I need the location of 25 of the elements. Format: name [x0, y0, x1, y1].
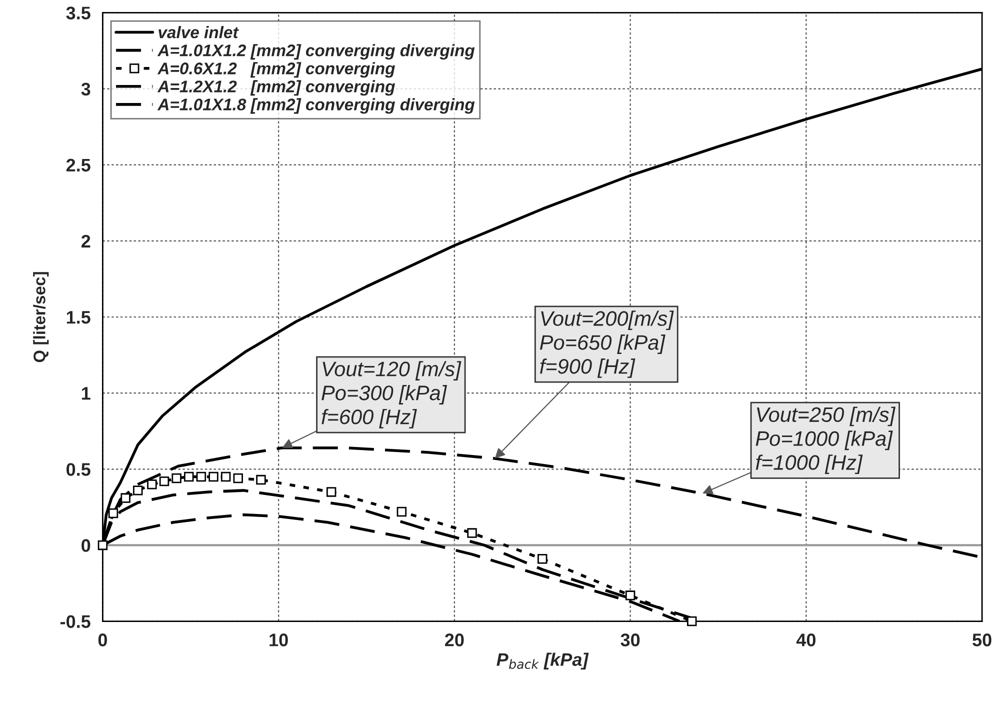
y-tick-label: 1 — [82, 387, 90, 400]
legend-label: A=1.01X1.8 [mm2] converging diverging — [157, 98, 475, 114]
y-tick-label: -0.5 — [60, 615, 90, 628]
legend-label: A=0.6X1.2 [mm2] converging — [157, 62, 395, 78]
x-axis-title: P$_{back}$ [kPa] — [496, 652, 589, 670]
y-tick-label: 2.5 — [66, 158, 90, 172]
legend-label: A=1.01X1.2 [mm2] converging diverging — [157, 44, 475, 60]
legend-label: valve inlet — [158, 26, 239, 38]
y-tick-label: 2 — [81, 234, 90, 248]
annotation: Vout=250 [m/s] Po=1000 [kPa] f=1000 [Hz] — [756, 406, 896, 474]
x-tick-label: 0 — [98, 634, 107, 646]
x-tick-label: 20 — [445, 634, 464, 646]
y-tick-label: 0.5 — [66, 463, 90, 476]
x-tick-label: 10 — [270, 634, 288, 646]
x-tick-label: 50 — [972, 634, 992, 646]
y-tick-label: 3.5 — [66, 6, 90, 20]
x-tick-label: 30 — [620, 634, 640, 646]
y-axis-title: Q [liter/sec] — [33, 272, 49, 362]
y-tick-label: 0 — [82, 539, 90, 552]
annotation: Vout=120 [m/s] Po=300 [kPa] f=600 [Hz] — [322, 361, 462, 428]
annotation: Vout=200[m/s] Po=650 [kPa] f=900 [Hz] — [540, 310, 674, 378]
y-tick-label: 3 — [81, 82, 90, 96]
y-tick-label: 1.5 — [66, 311, 90, 324]
x-tick-label: 40 — [796, 634, 816, 646]
legend-label: A=1.2X1.2 [mm2] converging — [157, 80, 395, 96]
